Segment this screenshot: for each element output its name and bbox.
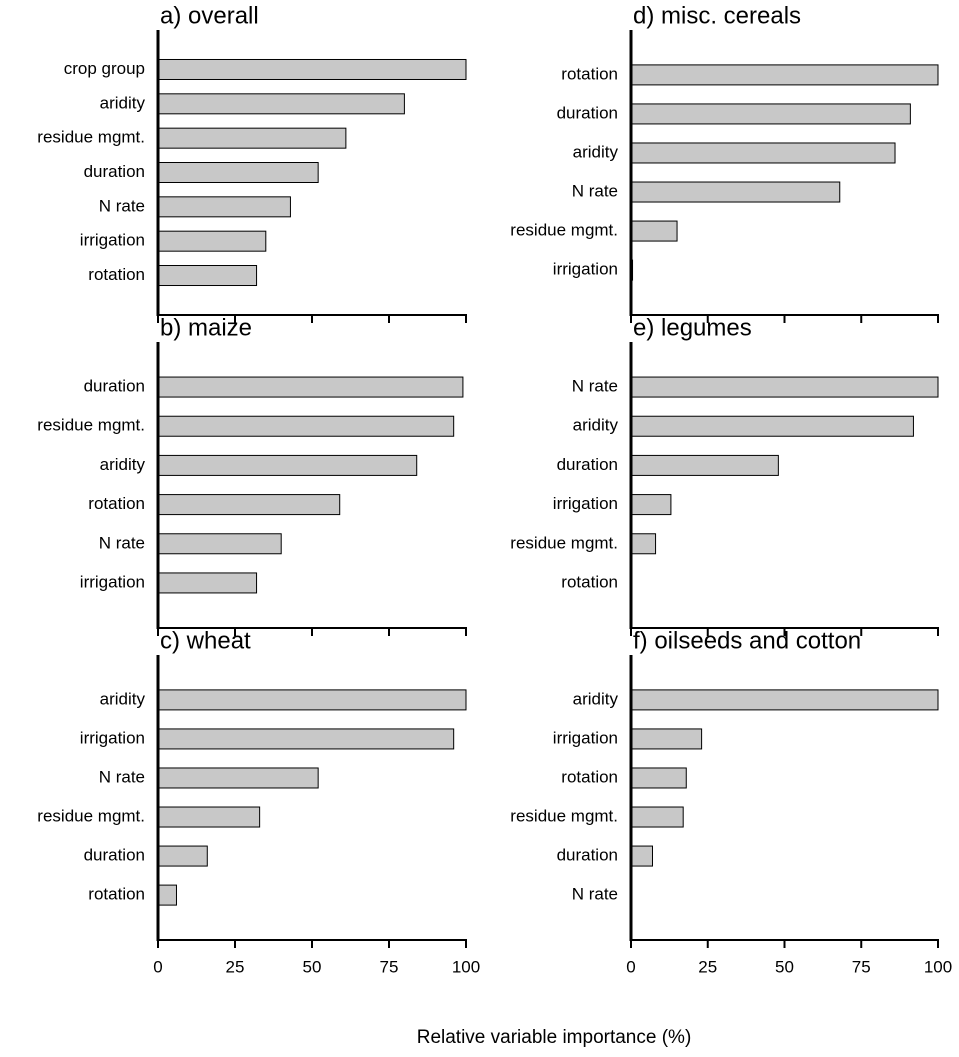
panel-title: f) oilseeds and cotton	[633, 627, 861, 654]
bar	[630, 415, 914, 437]
category-label: N rate	[572, 377, 618, 396]
category-label: N rate	[99, 767, 145, 786]
category-label: residue mgmt.	[37, 807, 145, 826]
bar	[157, 533, 282, 555]
bar	[157, 845, 208, 867]
category-label: N rate	[572, 885, 618, 904]
bar	[630, 454, 779, 476]
bar	[157, 415, 455, 437]
category-label: N rate	[572, 182, 618, 201]
x-tick-label: 75	[852, 957, 871, 976]
bar	[157, 196, 291, 218]
panel-title: d) misc. cereals	[633, 2, 801, 29]
bar	[157, 884, 177, 906]
x-tick-label: 25	[226, 957, 245, 976]
bar	[630, 806, 684, 828]
bar	[157, 93, 405, 115]
x-tick-label: 0	[626, 957, 635, 976]
category-label: duration	[84, 846, 145, 865]
bar	[157, 162, 319, 183]
category-label: residue mgmt.	[510, 533, 618, 552]
bar	[630, 494, 672, 516]
category-label: rotation	[561, 64, 618, 83]
category-label: rotation	[88, 885, 145, 904]
bar	[157, 728, 455, 750]
bar	[630, 533, 657, 555]
category-label: residue mgmt.	[37, 128, 145, 147]
category-label: aridity	[100, 93, 146, 112]
bar	[157, 572, 258, 594]
bar	[630, 728, 703, 750]
bar	[630, 376, 939, 398]
bar	[157, 265, 258, 287]
bar	[630, 845, 653, 867]
category-label: residue mgmt.	[510, 221, 618, 240]
bar	[157, 494, 341, 516]
bar	[630, 181, 841, 203]
category-label: irrigation	[80, 572, 145, 591]
x-axis-label: Relative variable importance (%)	[417, 1027, 692, 1048]
category-label: duration	[84, 377, 145, 396]
bar	[157, 58, 467, 80]
bar	[157, 454, 418, 476]
category-label: rotation	[88, 265, 145, 284]
x-tick-label: 0	[153, 957, 162, 976]
bar	[630, 220, 678, 242]
bar	[630, 689, 939, 711]
x-tick-label: 25	[698, 957, 717, 976]
bar	[157, 767, 319, 789]
bar	[630, 103, 911, 125]
category-label: irrigation	[553, 728, 618, 747]
category-label: N rate	[99, 196, 145, 215]
category-label: rotation	[561, 767, 618, 786]
bar	[630, 142, 896, 164]
category-label: aridity	[573, 416, 619, 435]
panel-title: c) wheat	[160, 627, 251, 654]
category-label: duration	[557, 846, 618, 865]
bar	[630, 767, 687, 789]
category-label: duration	[557, 103, 618, 122]
category-label: irrigation	[553, 260, 618, 279]
x-tick-label: 100	[452, 957, 480, 976]
category-label: aridity	[573, 689, 619, 708]
category-label: rotation	[88, 494, 145, 513]
panel-title: e) legumes	[633, 314, 752, 341]
category-label: aridity	[573, 142, 619, 161]
panel-title: a) overall	[160, 2, 259, 29]
category-label: rotation	[561, 572, 618, 591]
category-label: irrigation	[553, 494, 618, 513]
category-label: residue mgmt.	[510, 807, 618, 826]
bar	[157, 127, 347, 149]
bar	[630, 64, 939, 86]
category-label: residue mgmt.	[37, 416, 145, 435]
bar	[157, 230, 267, 252]
category-label: N rate	[99, 533, 145, 552]
x-tick-label: 50	[775, 957, 794, 976]
category-label: crop group	[64, 59, 145, 78]
category-label: duration	[84, 162, 145, 181]
bar	[157, 376, 464, 398]
category-label: aridity	[100, 455, 146, 474]
bar	[157, 689, 467, 711]
x-tick-label: 50	[303, 957, 322, 976]
x-tick-label: 100	[924, 957, 952, 976]
category-label: irrigation	[80, 728, 145, 747]
category-label: duration	[557, 455, 618, 474]
panel-title: b) maize	[160, 314, 252, 341]
category-label: irrigation	[80, 231, 145, 250]
bar	[157, 806, 261, 828]
category-label: aridity	[100, 689, 146, 708]
x-tick-label: 75	[380, 957, 399, 976]
